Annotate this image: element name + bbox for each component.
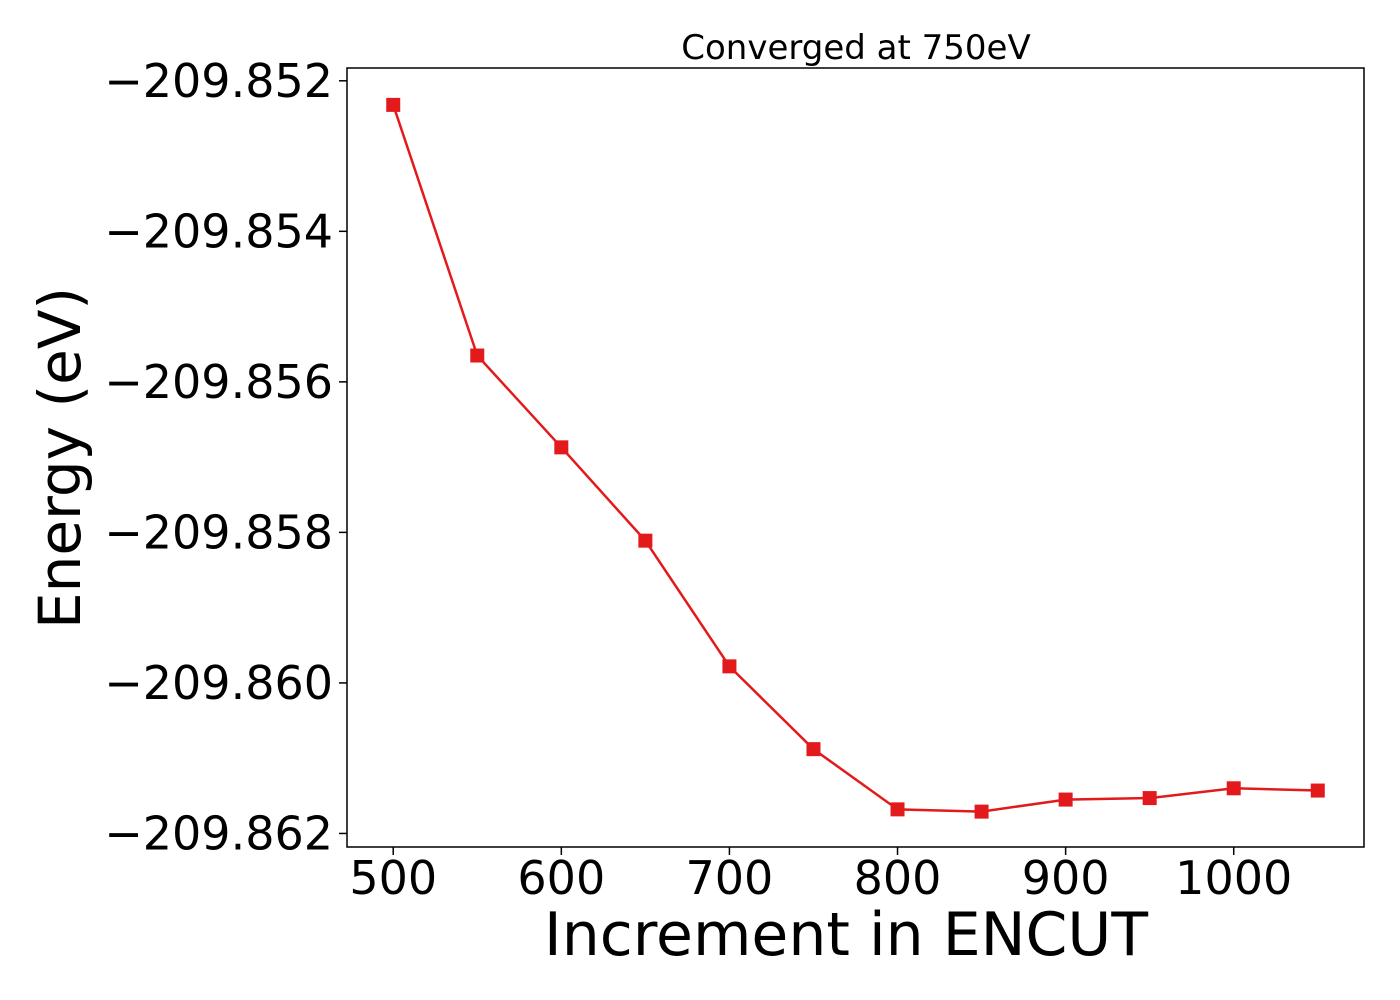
data-point-marker: [890, 802, 905, 817]
y-axis: −209.852 −209.854 −209.856 −209.858 −209.860…: [104, 54, 347, 860]
series-line: [392, 104, 1318, 813]
x-tick-label: 1000: [1175, 851, 1292, 905]
data-point-marker: [638, 533, 653, 548]
data-point-marker: [974, 804, 989, 819]
data-point-marker: [1058, 792, 1073, 807]
x-axis: 500 600 700 800 900 1000: [349, 847, 1292, 905]
data-point-marker: [1226, 781, 1241, 796]
y-tick-label: −209.860: [104, 656, 333, 710]
y-axis-label: Energy (eV): [26, 287, 94, 629]
data-point-marker: [1310, 783, 1325, 798]
data-point-marker: [386, 97, 401, 112]
data-point-marker: [554, 440, 569, 455]
plot-frame: [346, 67, 1365, 848]
data-point-marker: [806, 742, 821, 757]
y-tick-label: −209.858: [104, 505, 333, 559]
data-point-marker: [722, 659, 737, 674]
x-tick-label: 900: [1022, 851, 1110, 905]
y-tick-label: −209.862: [104, 806, 333, 860]
y-tick-label: −209.856: [104, 355, 333, 409]
x-tick-label: 800: [854, 851, 942, 905]
x-axis-label: Increment in ENCUT: [544, 900, 1148, 970]
data-point-marker: [470, 348, 485, 363]
y-tick-label: −209.852: [104, 54, 333, 108]
x-tick-label: 600: [517, 851, 605, 905]
data-point-marker: [1142, 791, 1157, 806]
y-tick-label: −209.854: [104, 204, 333, 258]
plot-area: [386, 97, 1325, 819]
chart-title: Converged at 750eV: [681, 28, 1030, 68]
x-tick-label: 700: [686, 851, 774, 905]
x-tick-label: 500: [349, 851, 437, 905]
